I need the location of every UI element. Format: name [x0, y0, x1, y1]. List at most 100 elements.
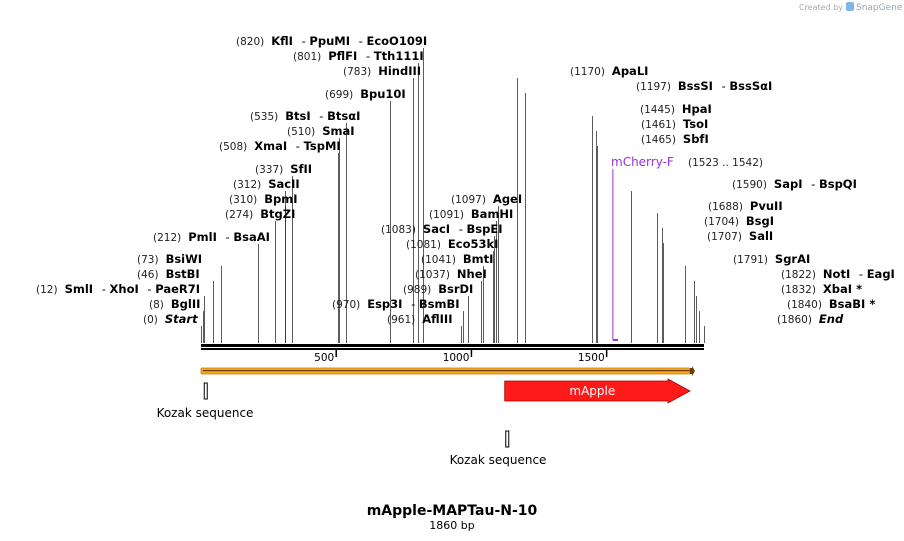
site-position: (1822)	[781, 269, 816, 281]
site-text: (961) AflIII	[387, 312, 453, 326]
site-position: (820)	[236, 36, 264, 48]
enzyme-name: SfII	[290, 162, 312, 176]
map-title: mApple-MAPTau-N-10	[367, 503, 538, 519]
site-text: (510) SmaI	[287, 124, 355, 138]
site-label[interactable]: (535) BtsI - BtsαI	[250, 109, 360, 123]
site-label[interactable]: (1791) SgrAI	[733, 252, 810, 266]
site-separator: -	[144, 282, 155, 296]
site-label[interactable]: (970) Esp3I - BsmBI	[332, 297, 460, 311]
site-text: (8) BglII	[149, 297, 200, 311]
site-position: (508)	[219, 141, 247, 153]
site-label[interactable]: (1461) TsoI	[641, 117, 708, 131]
feature-kozak-1[interactable]: Kozak sequence	[157, 382, 254, 420]
site-position: (801)	[293, 51, 321, 63]
ruler-tick-label: 1500	[578, 352, 605, 364]
site-text: (535) BtsI - BtsαI	[250, 109, 360, 123]
ruler-tick-label: 1000	[443, 352, 470, 364]
backbone-top-strand	[201, 344, 704, 347]
site-position: (46)	[137, 269, 159, 281]
site-label[interactable]: (1097) AgeI	[451, 192, 522, 206]
site-label[interactable]: (1688) PvuII	[708, 199, 783, 213]
site-text: (337) SfII	[255, 162, 312, 176]
site-label[interactable]: (1083) SacI - BspEI	[381, 222, 503, 236]
site-label[interactable]: (510) SmaI	[287, 124, 355, 138]
site-text: (1097) AgeI	[451, 192, 522, 206]
enzyme-name: BsaBI *	[829, 297, 875, 311]
enzyme-name: SalI	[749, 229, 773, 243]
site-label[interactable]: (8) BglII	[149, 297, 200, 311]
site-text: (310) BpmI	[229, 192, 298, 206]
enzyme-name: PpuMI	[309, 34, 350, 48]
site-text: (274) BtgZI	[225, 207, 295, 221]
ruler-tick-label: 500	[314, 352, 334, 364]
site-label[interactable]: (312) SacII	[233, 177, 300, 191]
site-label[interactable]: (1037) NheI	[415, 267, 487, 281]
site-label[interactable]: (1832) XbaI *	[781, 282, 862, 296]
site-text: (783) HindIII	[343, 64, 421, 78]
mapple-label: mApple	[569, 384, 615, 398]
site-separator: -	[362, 49, 373, 63]
site-text: (1791) SgrAI	[733, 252, 810, 266]
site-label[interactable]: (1091) BamHI	[429, 207, 513, 221]
site-label[interactable]: (1081) Eco53kI	[406, 237, 498, 251]
site-label[interactable]: (274) BtgZI	[225, 207, 295, 221]
enzyme-name: PaeR7I	[155, 282, 200, 296]
site-label[interactable]: (310) BpmI	[229, 192, 298, 206]
primer-mcherry-f[interactable]: mCherry-F (1523 .. 1542)	[611, 155, 763, 341]
site-label[interactable]: (1840) BsaBI *	[787, 297, 875, 311]
feature-kozak-2[interactable]: Kozak sequence	[450, 430, 547, 467]
site-label[interactable]: (801) PflFI - Tth111I	[293, 49, 424, 63]
site-label[interactable]: (1465) SbfI	[641, 132, 709, 146]
site-label[interactable]: (1590) SapI - BspQI	[732, 177, 857, 191]
site-text: (1083) SacI - BspEI	[381, 222, 503, 236]
site-text: (1170) ApaLI	[570, 64, 648, 78]
site-separator: -	[407, 297, 418, 311]
site-label[interactable]: (820) KflI - PpuMI - EcoO109I	[236, 34, 427, 48]
site-label[interactable]: (1860) End	[777, 312, 844, 326]
enzyme-name: HpaI	[682, 102, 712, 116]
enzyme-name: Esp3I	[367, 297, 402, 311]
site-text: (1704) BsgI	[704, 214, 774, 228]
enzyme-name: XbaI *	[823, 282, 862, 296]
site-label[interactable]: (989) BsrDI	[403, 282, 473, 296]
feature-bar-full[interactable]	[200, 366, 695, 376]
site-label[interactable]: (699) Bpu10I	[325, 87, 406, 101]
site-text: (1707) SalI	[707, 229, 773, 243]
site-label[interactable]: (508) XmaI - TspMI	[219, 139, 341, 153]
enzyme-name: NheI	[457, 267, 487, 281]
site-label[interactable]: (1170) ApaLI	[570, 64, 648, 78]
site-label[interactable]: (1707) SalI	[707, 229, 773, 243]
site-position: (961)	[387, 314, 415, 326]
site-label[interactable]: (0) Start	[143, 312, 198, 326]
site-position: (1083)	[381, 224, 416, 236]
kozak-1-label: Kozak sequence	[157, 406, 254, 420]
site-label[interactable]: (1197) BssSI - BssSαI	[636, 79, 772, 93]
site-label[interactable]: (212) PmlI - BsaAI	[153, 230, 270, 244]
enzyme-name: BpmI	[264, 192, 297, 206]
site-label[interactable]: (12) SmlI - XhoI - PaeR7I	[36, 282, 200, 296]
site-label[interactable]: (783) HindIII	[343, 64, 421, 78]
site-position: (274)	[225, 209, 253, 221]
site-position: (310)	[229, 194, 257, 206]
feature-mapple[interactable]: mApple	[504, 378, 691, 404]
site-label[interactable]: (1041) BmtI	[421, 252, 493, 266]
site-text: (312) SacII	[233, 177, 300, 191]
enzyme-name: BmtI	[463, 252, 494, 266]
site-text: (12) SmlI - XhoI - PaeR7I	[36, 282, 200, 296]
site-label[interactable]: (961) AflIII	[387, 312, 453, 326]
site-label[interactable]: (46) BstBI	[137, 267, 200, 281]
site-separator: -	[355, 34, 366, 48]
site-position: (73)	[137, 254, 159, 266]
credit-prefix: Created by	[799, 3, 843, 12]
enzyme-name: AgeI	[493, 192, 522, 206]
site-label[interactable]: (337) SfII	[255, 162, 312, 176]
enzyme-name: SmlI	[65, 282, 94, 296]
site-label[interactable]: (73) BsiWI	[137, 252, 202, 266]
site-label[interactable]: (1822) NotI - EagI	[781, 267, 895, 281]
enzyme-name: PmlI	[188, 230, 217, 244]
credit: Created by SnapGene	[799, 2, 903, 13]
enzyme-name: SgrAI	[775, 252, 810, 266]
map-length: 1860 bp	[429, 519, 474, 532]
site-label[interactable]: (1704) BsgI	[704, 214, 774, 228]
site-label[interactable]: (1445) HpaI	[640, 102, 712, 116]
